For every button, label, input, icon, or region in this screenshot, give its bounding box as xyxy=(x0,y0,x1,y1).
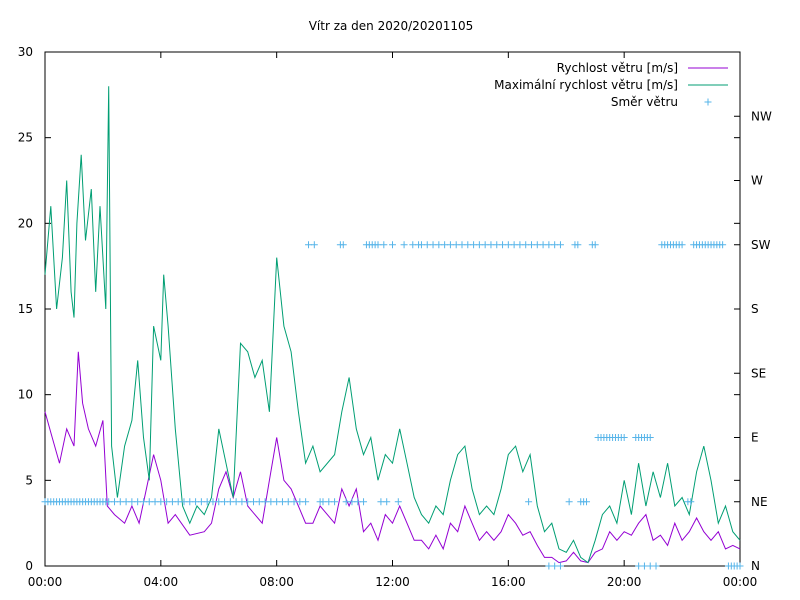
wind-direction-point xyxy=(736,562,744,570)
y-left-tick-label: 30 xyxy=(18,45,33,59)
series-layer xyxy=(41,86,744,570)
series-line-max-wind-speed xyxy=(44,86,741,564)
y-right-tick-label: W xyxy=(751,174,763,188)
wind-direction-point xyxy=(389,241,396,249)
y-right-tick-label: NW xyxy=(751,109,772,123)
wind-direction-point xyxy=(339,241,347,249)
y-left-tick-label: 10 xyxy=(18,388,33,402)
x-tick-label: 12:00 xyxy=(375,575,410,589)
wind-direction-point xyxy=(556,562,564,570)
wind-direction-point xyxy=(620,434,628,441)
y-right-tick-label: N xyxy=(751,559,760,573)
chart-title: Vítr za den 2020/20201105 xyxy=(309,19,474,33)
plot-frame xyxy=(44,51,741,567)
x-tick-label: 04:00 xyxy=(144,575,179,589)
wind-direction-point xyxy=(591,241,599,249)
x-axis: 00:00 04:00 08:00 12:00 16:00 20:00 00:00 xyxy=(28,52,758,589)
legend: Rychlost větru [m/s] Maximální rychlost v… xyxy=(494,61,728,109)
wind-direction-point xyxy=(719,241,727,249)
legend-label: Maximální rychlost větru [m/s] xyxy=(494,78,678,92)
y-axis-left: 0 5 10 15 20 25 30 xyxy=(18,45,740,573)
wind-direction-point xyxy=(646,434,654,441)
wind-direction-point xyxy=(360,498,368,506)
y-left-tick-label: 0 xyxy=(25,559,33,573)
legend-label: Směr větru xyxy=(611,95,678,109)
wind-direction-point xyxy=(302,498,310,506)
wind-direction-point xyxy=(310,241,318,249)
x-tick-label: 00:00 xyxy=(28,575,63,589)
wind-direction-point xyxy=(331,498,339,506)
y-axis-right: N NE E SE S SW W NW xyxy=(734,109,772,573)
wind-direction-point xyxy=(678,241,686,249)
wind-direction-point xyxy=(583,498,591,506)
wind-direction-point xyxy=(565,498,573,506)
legend-label: Rychlost větru [m/s] xyxy=(557,61,678,75)
y-right-tick-label: SE xyxy=(751,366,766,380)
wind-direction-point xyxy=(380,241,388,249)
y-right-tick-label: E xyxy=(751,431,759,445)
y-right-tick-label: SW xyxy=(751,238,771,252)
y-left-tick-label: 5 xyxy=(25,473,33,487)
y-left-tick-label: 15 xyxy=(18,302,33,316)
x-tick-label: 16:00 xyxy=(491,575,526,589)
wind-direction-point xyxy=(556,241,564,249)
y-right-tick-label: S xyxy=(751,302,759,316)
y-right-tick-label: NE xyxy=(751,495,768,509)
y-left-tick-label: 25 xyxy=(18,131,33,145)
wind-direction-point xyxy=(652,562,660,570)
wind-direction-point xyxy=(574,241,582,249)
wind-direction-point xyxy=(383,498,391,506)
wind-direction-point xyxy=(400,241,408,249)
x-tick-label: 08:00 xyxy=(259,575,294,589)
x-tick-label: 20:00 xyxy=(607,575,642,589)
y-left-tick-label: 20 xyxy=(18,216,33,230)
legend-key-point xyxy=(704,98,712,106)
wind-direction-point xyxy=(525,498,533,506)
x-tick-label: 00:00 xyxy=(723,575,758,589)
series-line-wind-speed xyxy=(44,351,741,564)
wind-direction-point xyxy=(394,498,402,506)
wind-direction-point xyxy=(687,498,695,506)
